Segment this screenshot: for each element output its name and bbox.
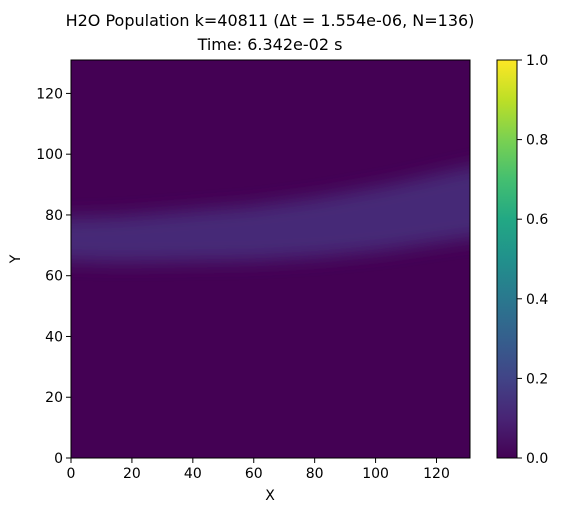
y-tick-label: 40 (45, 329, 63, 345)
y-axis: 0 20 40 60 80 100 120 (36, 86, 71, 467)
colorbar-tick-label: 0.8 (526, 133, 548, 149)
y-tick-label: 80 (45, 208, 63, 224)
chart-title-line-1: H2O Population k=40811 (Δt = 1.554e-06, … (66, 11, 475, 30)
chart-title-line-2: Time: 6.342e-02 s (197, 35, 343, 54)
y-tick-label: 100 (36, 147, 63, 163)
colorbar-tick-label: 1.0 (526, 53, 548, 69)
y-tick-label: 120 (36, 86, 63, 102)
colorbar-tick-label: 0.2 (526, 371, 548, 387)
concentration-band-shape (71, 167, 470, 263)
y-axis-label: Y (8, 254, 24, 264)
y-tick-label: 60 (45, 269, 63, 285)
x-tick-label: 0 (67, 466, 76, 482)
y-tick-label: 20 (45, 390, 63, 406)
x-axis: 0 20 40 60 80 100 120 (67, 458, 450, 482)
plot-frame (70, 59, 471, 459)
x-tick-label: 20 (123, 466, 141, 482)
colorbar-tick-label: 0.4 (526, 292, 548, 308)
x-axis-label: X (265, 488, 275, 504)
x-tick-label: 60 (245, 466, 263, 482)
colorbar-axis: 0.0 0.2 0.4 0.6 0.8 1.0 (517, 53, 548, 467)
x-tick-label: 100 (362, 466, 389, 482)
x-tick-label: 80 (306, 466, 324, 482)
x-tick-label: 120 (423, 466, 450, 482)
colorbar-tick-label: 0.0 (526, 451, 548, 467)
x-tick-label: 40 (184, 466, 202, 482)
plot-area (71, 60, 470, 458)
concentration-band (71, 167, 470, 263)
colorbar (496, 59, 518, 459)
y-tick-label: 0 (54, 451, 63, 467)
colorbar-tick-label: 0.6 (526, 212, 548, 228)
